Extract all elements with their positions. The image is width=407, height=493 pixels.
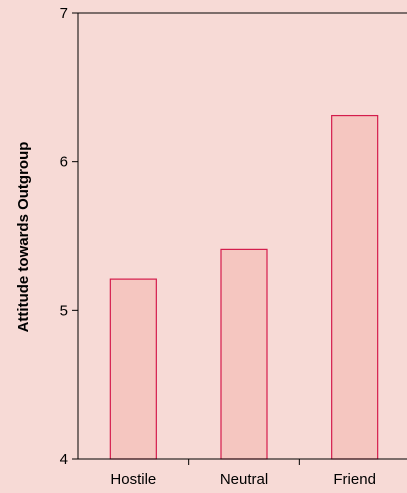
bar-friend [331, 114, 379, 460]
y-tick-label: 6 [60, 154, 68, 171]
y-tick-label: 7 [60, 5, 68, 22]
y-axis-title: Attitude towards Outgroup [15, 142, 32, 333]
x-tick-label: Neutral [220, 471, 268, 488]
x-tick-label: Hostile [110, 471, 156, 488]
bar-hostile [109, 278, 157, 460]
plot-area: 4 5 6 7 Hostile Neutral Friend [60, 5, 407, 488]
x-tick-label: Friend [333, 471, 376, 488]
bar-neutral [220, 248, 268, 460]
y-tick-label: 4 [60, 451, 68, 468]
y-tick-label: 5 [60, 302, 68, 319]
